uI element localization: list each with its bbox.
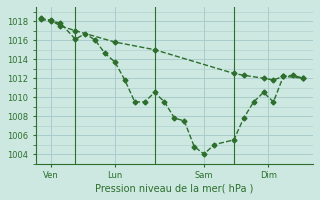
X-axis label: Pression niveau de la mer( hPa ): Pression niveau de la mer( hPa ) (95, 183, 253, 193)
